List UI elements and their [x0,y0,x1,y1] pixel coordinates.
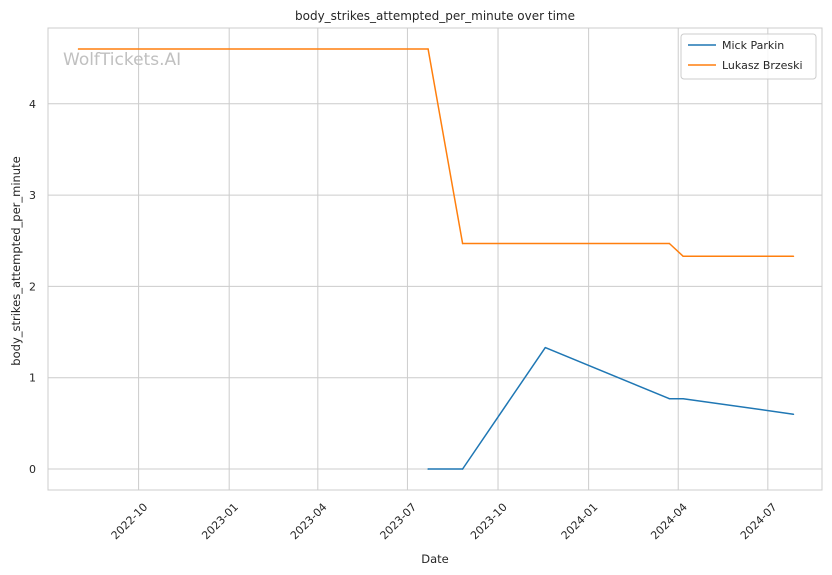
y-tick-label: 0 [29,463,36,476]
y-tick-label: 3 [29,189,36,202]
y-tick-label: 2 [29,280,36,293]
data-point-lukasz-brzeski [792,255,795,258]
legend: Mick Parkin Lukasz Brzeski [680,33,817,80]
data-point-mick-parkin [792,413,795,415]
legend-label-mick-parkin: Mick Parkin [722,39,784,52]
data-point-lukasz-brzeski [682,255,684,258]
plot-frame [47,27,823,491]
data-point-lukasz-brzeski [427,48,429,50]
data-point-mick-parkin [668,397,671,400]
data-point-lukasz-brzeski [668,242,671,245]
data-point-lukasz-brzeski [77,48,80,50]
data-point-mick-parkin [427,468,429,470]
data-point-mick-parkin [682,397,684,400]
y-tick-labels: 0 1 2 3 4 [29,98,36,476]
series-line-lukasz-brzeski [78,48,794,258]
legend-label-lukasz-brzeski: Lukasz Brzeski [722,59,803,72]
series-lukasz-brzeski [77,48,795,258]
y-tick-label: 1 [29,372,36,385]
series-mick-parkin [427,346,795,470]
series-layer [77,48,795,470]
series-line-mick-parkin [428,346,794,470]
y-axis-title: body_strikes_attempted_per_minute [9,156,23,365]
watermark: WolfTickets.AI [63,50,181,70]
data-point-lukasz-brzeski [461,242,464,245]
data-point-mick-parkin [544,346,547,349]
y-tick-label: 4 [29,98,36,111]
chart-title: body_strikes_attempted_per_minute over t… [295,9,575,23]
data-point-mick-parkin [461,468,464,470]
x-axis-title: Date [421,552,449,566]
